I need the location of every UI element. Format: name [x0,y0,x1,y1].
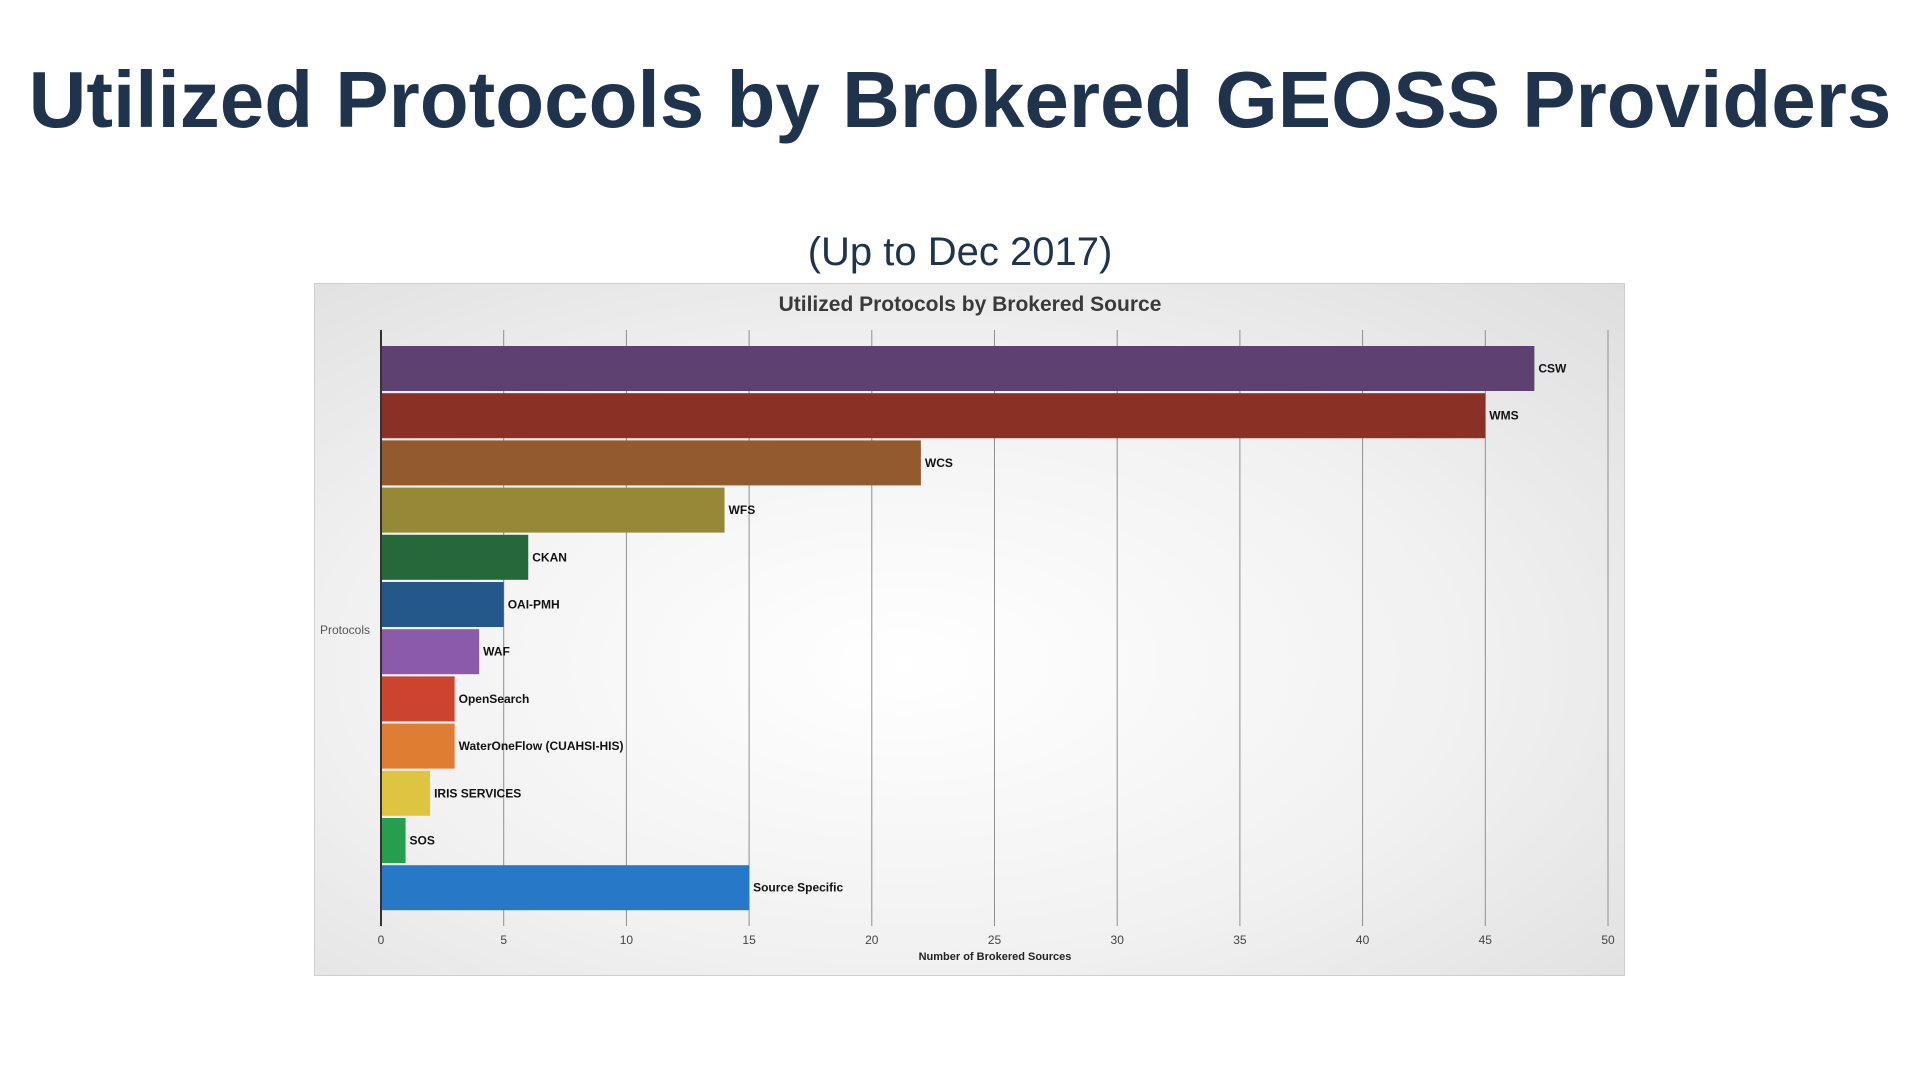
bar [381,487,725,533]
bars [381,346,1535,911]
chart-panel: CSW WMS WCS WFS CKAN OAI-PMH WAF OpenSearch Wate… [314,283,1625,976]
x-tick-label: 50 [1601,933,1615,947]
x-tick-label: 40 [1356,933,1370,947]
x-tick-label: 25 [988,933,1002,947]
bar [381,723,455,769]
bar [381,865,750,911]
bar-chart: CSW WMS WCS WFS CKAN OAI-PMH WAF OpenSearch Wate… [320,293,1615,963]
bar [381,534,529,580]
bar-label: WMS [1489,409,1518,423]
bar-label: OpenSearch [459,692,530,706]
bar-label: WAF [483,645,510,659]
bar [381,629,480,675]
x-tick-label: 0 [378,933,385,947]
x-tick-labels: 0 5 10 15 20 25 30 35 40 45 50 [378,933,1615,947]
bar [381,582,504,627]
bar [381,346,1535,391]
x-tick-label: 5 [500,933,507,947]
x-tick-label: 10 [620,933,634,947]
chart-title: Utilized Protocols by Brokered Source [779,293,1162,316]
x-tick-label: 45 [1479,933,1493,947]
y-axis-title: Protocols [320,623,370,637]
bar [381,440,921,486]
bar-label: SOS [410,834,435,848]
bar-labels: CSW WMS WCS WFS CKAN OAI-PMH WAF OpenSearch Wate… [410,362,1568,895]
bar [381,393,1486,439]
bar-label: Source Specific [753,881,843,895]
bar-label: WaterOneFlow (CUAHSI-HIS) [459,739,624,753]
bar-label: WCS [925,456,953,470]
bar-label: CKAN [532,550,567,564]
slide-title: Utilized Protocols by Brokered GEOSS Pro… [28,55,1892,144]
bar [381,818,406,863]
bar [381,770,431,816]
bar-label: OAI-PMH [508,598,560,612]
slide-subtitle: (Up to Dec 2017) [807,230,1113,274]
bar [381,676,455,722]
x-tick-label: 30 [1111,933,1125,947]
bar-label: WFS [729,503,756,517]
bar-label: CSW [1538,362,1567,376]
x-tick-label: 15 [742,933,756,947]
x-tick-label: 35 [1233,933,1247,947]
x-tick-label: 20 [865,933,879,947]
x-axis-title: Number of Brokered Sources [919,951,1072,963]
bar-label: IRIS SERVICES [434,786,521,800]
